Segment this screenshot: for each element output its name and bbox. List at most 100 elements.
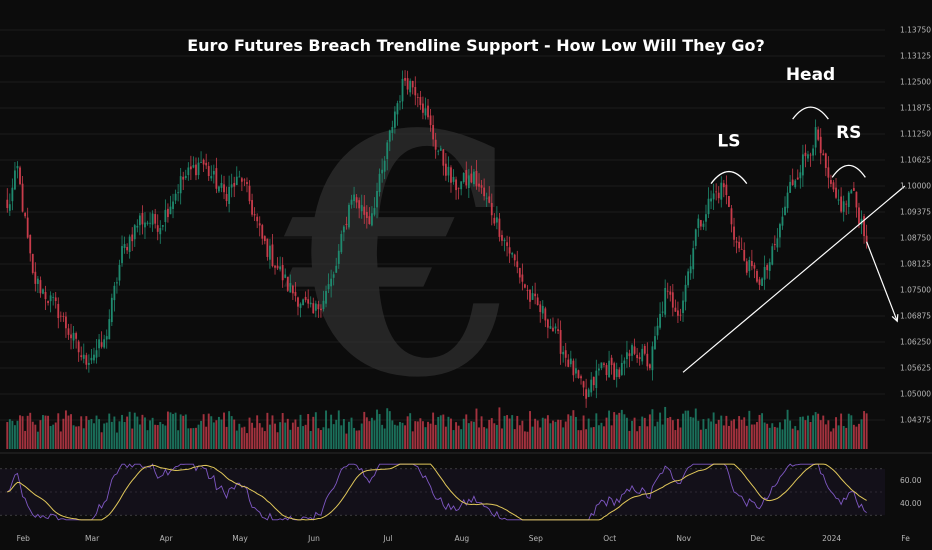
price-tick-label: 1.08750 (900, 233, 931, 242)
volume-bar (404, 425, 407, 449)
candle-body (59, 315, 62, 317)
volume-bar (845, 427, 848, 449)
volume-bar (67, 415, 70, 449)
volume-bar (809, 422, 812, 449)
volume-bar (824, 424, 827, 449)
candle-body (108, 319, 111, 340)
volume-bar (322, 427, 325, 449)
volume-bar (450, 418, 452, 449)
candle-body (638, 357, 641, 359)
volume-bar (19, 415, 21, 449)
candle-body (197, 162, 200, 176)
volume-bar (233, 419, 236, 449)
candle-body (393, 111, 396, 128)
volume-bar (531, 426, 534, 449)
candle-body (444, 163, 447, 176)
volume-bar (138, 424, 141, 449)
candle-body (608, 360, 610, 378)
candle-body (597, 368, 600, 371)
volume-bar (628, 430, 631, 449)
volume-bar (595, 413, 598, 449)
volume-bar (235, 430, 238, 449)
volume-bar (200, 420, 203, 449)
volume-bar (865, 413, 868, 449)
volume-bar (712, 412, 715, 449)
candle-body (85, 355, 88, 365)
candle-body (572, 360, 575, 376)
candle-body (121, 246, 123, 264)
time-tick-label: May (232, 534, 248, 543)
candle-body (286, 276, 289, 291)
candle-body (49, 295, 52, 302)
candle-body (490, 202, 493, 216)
volume-bar (212, 422, 215, 449)
candle-body (648, 364, 651, 369)
candle-body (189, 166, 192, 170)
candle-body (312, 303, 315, 314)
volume-bar (738, 416, 741, 449)
candle-body (371, 213, 373, 226)
candle-body (159, 228, 162, 235)
candle-body (842, 201, 845, 212)
price-tick-label: 1.08125 (900, 259, 931, 268)
candle-body (791, 179, 794, 185)
candle-body (136, 225, 139, 228)
price-tick-label: 1.06875 (900, 311, 931, 320)
candle-body (320, 308, 322, 311)
candle-body (567, 359, 570, 367)
volume-bar (24, 430, 27, 449)
volume-bar (671, 420, 674, 449)
volume-bar (850, 415, 853, 449)
volume-bar (77, 426, 80, 449)
candle-body (123, 244, 126, 249)
candle-body (177, 192, 180, 194)
volume-bar (261, 427, 264, 449)
volume-bar (197, 424, 200, 449)
candle-body (636, 354, 639, 359)
volume-bar (600, 422, 603, 449)
candle-body (562, 351, 565, 355)
volume-bar (585, 429, 588, 449)
volume-bar (552, 420, 554, 449)
volume-bar (460, 429, 463, 449)
volume-bar (674, 430, 677, 449)
volume-bar (174, 412, 177, 449)
volume-bar (274, 423, 276, 449)
volume-bar (710, 421, 713, 449)
candle-body (399, 101, 401, 103)
candle-body (358, 200, 361, 209)
volume-bar (684, 410, 687, 449)
volume-bar (358, 430, 361, 449)
volume-bar (161, 424, 164, 449)
volume-bar (837, 425, 840, 449)
candle-body (541, 305, 544, 314)
volume-bar (791, 428, 794, 449)
volume-bar (544, 418, 547, 449)
volume-bar (720, 415, 723, 449)
volume-bar (465, 414, 468, 449)
volume-bar (386, 408, 389, 449)
candle-body (16, 165, 19, 169)
volume-bar (246, 433, 248, 449)
candle-body (852, 188, 855, 191)
candle-body (577, 370, 580, 379)
volume-bar (641, 416, 644, 449)
candle-body (156, 225, 159, 232)
volume-bar (330, 414, 333, 449)
candle-body (536, 297, 539, 306)
candle-body (294, 291, 297, 296)
volume-bar (511, 415, 514, 449)
candle-body (830, 179, 832, 184)
volume-bar (39, 420, 42, 449)
volume-bar (299, 414, 302, 449)
volume-bar (31, 421, 34, 449)
candle-body (131, 234, 134, 242)
volume-bar (554, 421, 557, 449)
candle-body (735, 241, 738, 243)
volume-bar (350, 417, 353, 449)
candle-body (699, 220, 702, 227)
candle-body (544, 308, 547, 321)
volume-bar (388, 411, 391, 449)
candle-body (518, 268, 521, 278)
